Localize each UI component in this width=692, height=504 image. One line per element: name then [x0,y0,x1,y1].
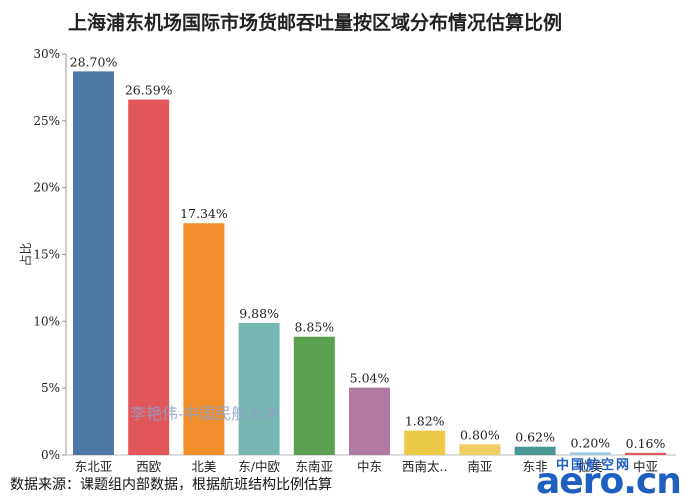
chart-bars: 28.70% 东北亚 26.59% 西欧 17.34% 北美 9.88% 东/中欧 8.85% 东… [70,54,666,474]
y-tick-label: 0% [41,448,60,462]
chart-title: 上海浦东机场国际市场货邮吞吐量按区域分布情况估算比例 [68,12,563,34]
category-label: 拉美 [578,459,603,474]
bar-1 [73,71,114,456]
y-tick-label: 20% [33,181,60,195]
category-label: 南亚 [467,459,492,474]
source-note: 数据来源：课题组内部数据，根据航班结构比例估算 [10,477,332,493]
y-tick-label: 15% [33,248,60,262]
y-tick-label: 5% [41,381,60,395]
data-label: 1.82% [405,414,445,429]
y-tick-label: 10% [33,314,60,328]
category-label: 西欧 [136,459,162,474]
data-label: 0.62% [515,430,555,445]
chart-axes: 0% 5% 10% 15% 20% 25% 30% 占比 [18,47,676,462]
category-label: 西南太.. [402,459,447,474]
category-label: 东/中欧 [238,459,280,474]
data-label: 9.88% [239,306,279,321]
bar-10 [569,452,611,455]
y-tick-label: 30% [33,47,60,61]
y-tick-label: 25% [33,114,60,128]
bar-6 [349,387,390,455]
category-label: 北美 [191,459,216,474]
aero-cn-logo: 中国航空网 aero.cn [536,454,688,500]
watermark-text: 李艳伟-中国民航大学 [130,404,280,423]
data-label: 8.85% [294,320,334,335]
bar-2 [128,99,170,456]
category-label: 东北亚 [75,459,113,474]
bar-3 [183,223,225,455]
bar-8 [459,444,501,455]
bar-9 [514,446,556,455]
y-axis-label: 占比 [18,242,33,266]
bar-11 [625,452,666,455]
data-label: 5.04% [350,371,390,386]
data-label: 26.59% [125,83,173,98]
data-label: 28.70% [70,54,118,69]
category-label: 中亚 [633,459,658,474]
category-label: 中东 [357,459,382,474]
bar-4 [238,322,280,455]
data-label: 0.20% [570,435,610,450]
logo-chinese-text: 中国航空网 [556,458,632,473]
bar-5 [293,336,335,455]
bar-7 [404,430,446,455]
category-label: 东南亚 [296,459,334,474]
logo-english-text: aero.cn [536,461,682,502]
data-label: 17.34% [180,206,228,221]
category-label: 东非 [523,459,548,474]
data-label: 0.80% [460,427,500,442]
data-label: 0.16% [626,436,666,451]
